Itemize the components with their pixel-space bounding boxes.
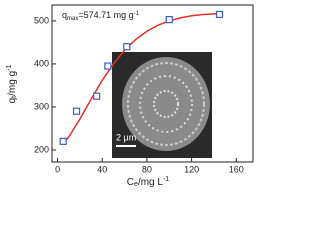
y-axis-label: qt/mg g-1 [6, 65, 18, 104]
fit-curve [62, 12, 220, 144]
label-part: /mg g [7, 71, 18, 96]
data-point [93, 92, 101, 100]
data-point [59, 137, 67, 145]
data-point [215, 10, 224, 19]
inset-texture [139, 75, 193, 133]
x-axis-label: Ce/mg L-1 [127, 176, 169, 188]
annotation-part: q [62, 10, 67, 20]
y-tick-label: 200 [34, 144, 49, 154]
x-tick-label: 160 [229, 164, 244, 174]
inset-image: 2 μm [112, 52, 212, 158]
annotation-part: max [67, 16, 78, 22]
label-part: C [127, 177, 134, 188]
label-part: -1 [163, 176, 169, 183]
x-tick-label: 120 [184, 164, 199, 174]
label-part: t [11, 96, 18, 98]
x-tick-label: 40 [97, 164, 107, 174]
x-tick-label: 80 [142, 164, 152, 174]
annotation-part: =574.71 mg g [78, 10, 133, 20]
inset-label: 2 μm [116, 132, 136, 142]
label-part: /mg L [138, 177, 163, 188]
annotation-part: -1 [134, 11, 140, 17]
annotation: qmax=574.71 mg g-1 [62, 10, 140, 21]
y-tick-label: 300 [34, 101, 49, 111]
label-part: q [7, 98, 18, 104]
y-tick-label: 500 [34, 15, 49, 25]
inset-particle [122, 57, 210, 151]
chart: 2 μm qmax=574.71 mg g-1 Ce/mg L-1 qt/mg … [6, 4, 254, 188]
inset-texture [153, 90, 179, 118]
x-tick-label: 0 [55, 164, 60, 174]
data-point [104, 62, 112, 70]
data-point [165, 16, 173, 24]
label-part: e [134, 181, 138, 188]
plot-frame [51, 4, 254, 163]
y-tick-label: 400 [34, 58, 49, 68]
inset-texture [127, 62, 205, 146]
data-point [123, 43, 131, 51]
label-part: -1 [6, 65, 13, 71]
data-point [72, 107, 81, 115]
